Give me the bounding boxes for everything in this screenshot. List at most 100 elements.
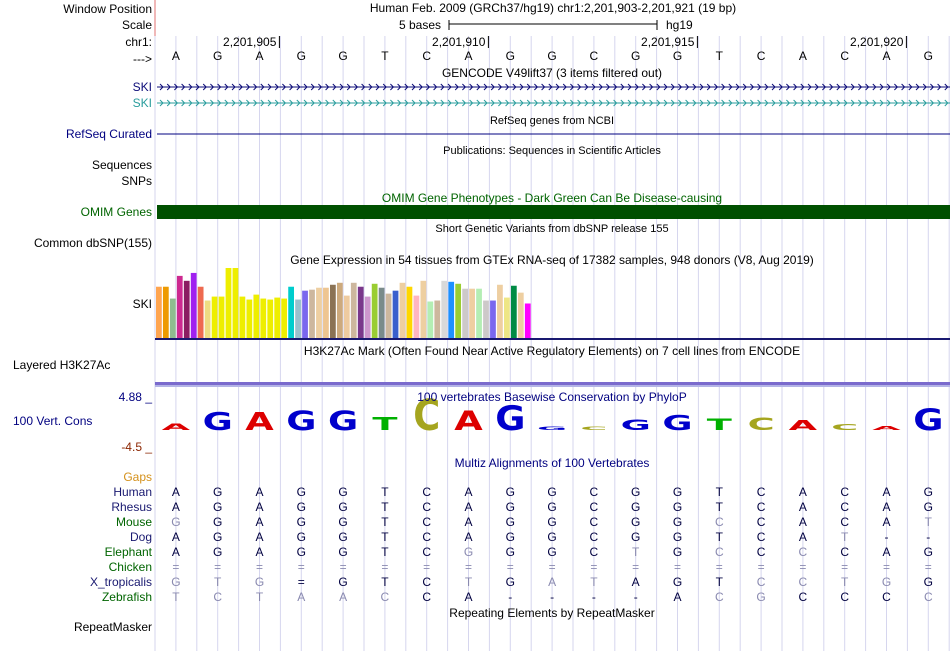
gtex-tissue-bar[interactable] xyxy=(392,290,399,338)
gtex-tissue-bar[interactable] xyxy=(323,287,329,338)
gtex-tissue-bar[interactable] xyxy=(190,272,197,338)
omim-genes-label[interactable]: OMIM Genes xyxy=(80,205,152,219)
gtex-tissue-bar[interactable] xyxy=(336,282,343,338)
gencode-ski-label-1[interactable]: SKI xyxy=(132,80,152,94)
strand-chevron xyxy=(562,83,567,91)
alignment-base: T xyxy=(632,545,640,559)
gtex-tissue-bar[interactable] xyxy=(267,299,274,338)
gtex-tissue-bar[interactable] xyxy=(462,288,468,338)
gtex-tissue-bar[interactable] xyxy=(169,298,176,338)
gtex-tissue-bar[interactable] xyxy=(385,293,392,338)
gtex-tissue-bar[interactable] xyxy=(197,286,204,338)
gtex-tissue-bar[interactable] xyxy=(260,298,267,338)
publications-snps-label[interactable]: SNPs xyxy=(121,174,152,188)
strand-chevron xyxy=(541,99,546,107)
gtex-tissue-bar[interactable] xyxy=(316,287,322,338)
gtex-tissue-bar[interactable] xyxy=(156,286,162,338)
gtex-tissue-bar[interactable] xyxy=(162,286,169,338)
gtex-tissue-bar[interactable] xyxy=(274,297,281,338)
gtex-tissue-bar[interactable] xyxy=(455,283,462,338)
phylop-track-label[interactable]: 100 Vert. Cons xyxy=(13,414,93,428)
gtex-tissue-bar[interactable] xyxy=(232,268,239,338)
h3k27ac-signal[interactable] xyxy=(155,382,950,385)
strand-chevron xyxy=(822,83,827,91)
gtex-tissue-bar[interactable] xyxy=(343,295,350,338)
strand-chevron xyxy=(382,83,387,91)
gtex-tissue-bar[interactable] xyxy=(357,286,364,338)
strand-chevron xyxy=(253,99,258,107)
gtex-tissue-bar[interactable] xyxy=(490,300,496,338)
gtex-tissue-bar[interactable] xyxy=(239,296,246,338)
gtex-tissue-bar[interactable] xyxy=(364,296,371,338)
gtex-tissue-bar[interactable] xyxy=(524,303,531,338)
gtex-tissue-bar[interactable] xyxy=(441,280,448,338)
strand-chevron xyxy=(858,83,863,91)
gtex-tissue-bar[interactable] xyxy=(413,295,420,338)
species-label[interactable]: Rhesus xyxy=(111,500,152,514)
gtex-tissue-bar[interactable] xyxy=(211,296,218,338)
repeatmasker-label[interactable]: RepeatMasker xyxy=(73,620,152,634)
gtex-tissue-bar[interactable] xyxy=(476,288,482,338)
gtex-tissue-bar[interactable] xyxy=(420,280,427,338)
gtex-tissue-bar[interactable] xyxy=(399,282,406,338)
gtex-tissue-bar[interactable] xyxy=(225,268,232,338)
gencode-ski-label-2[interactable]: SKI xyxy=(132,96,152,110)
species-label[interactable]: Zebrafish xyxy=(101,590,152,604)
alignment-base: T xyxy=(381,530,389,544)
publications-sequences-label[interactable]: Sequences xyxy=(91,158,152,172)
species-label[interactable]: Dog xyxy=(129,530,152,544)
gtex-tissue-bar[interactable] xyxy=(434,300,441,338)
strand-chevron xyxy=(627,83,632,91)
strand-chevron xyxy=(649,83,654,91)
strand-chevron xyxy=(217,83,222,91)
species-label[interactable]: X_tropicalis xyxy=(89,575,152,589)
h3k27ac-label[interactable]: Layered H3K27Ac xyxy=(13,358,111,372)
alignment-base: - xyxy=(591,590,596,604)
gtex-tissue-bar[interactable] xyxy=(371,283,378,338)
gtex-tissue-bar[interactable] xyxy=(427,301,434,338)
species-label[interactable]: Human xyxy=(113,485,152,499)
alignment-base: T xyxy=(381,500,389,514)
gtex-tissue-bar[interactable] xyxy=(497,284,503,338)
species-label[interactable]: Mouse xyxy=(115,515,152,529)
strand-arrow-label[interactable]: ---> xyxy=(133,52,152,66)
dbsnp-label[interactable]: Common dbSNP(155) xyxy=(33,236,152,250)
species-label[interactable]: Chicken xyxy=(108,560,152,574)
gtex-tissue-bar[interactable] xyxy=(469,288,475,338)
alignment-base: = xyxy=(715,560,723,574)
gtex-tissue-bar[interactable] xyxy=(510,285,517,338)
gtex-tissue-bar[interactable] xyxy=(183,280,190,338)
gtex-tissue-bar[interactable] xyxy=(302,290,308,338)
gtex-tissue-bar[interactable] xyxy=(350,282,357,338)
gtex-tissue-bar[interactable] xyxy=(378,287,385,338)
gtex-tissue-bar[interactable] xyxy=(483,300,489,338)
gtex-tissue-bar[interactable] xyxy=(295,299,301,338)
strand-chevron xyxy=(447,99,452,107)
strand-chevron xyxy=(476,99,481,107)
gtex-tissue-bar[interactable] xyxy=(330,284,336,338)
gtex-tissue-bar[interactable] xyxy=(218,296,225,338)
gtex-tissue-bar[interactable] xyxy=(281,298,288,338)
alignment-base: - xyxy=(633,590,638,604)
gtex-tissue-bar[interactable] xyxy=(448,281,455,338)
gtex-tissue-bar[interactable] xyxy=(517,292,524,338)
alignment-base: C xyxy=(840,545,850,559)
alignment-base: = xyxy=(841,560,849,574)
gtex-tissue-bar[interactable] xyxy=(246,299,253,338)
strand-chevron xyxy=(836,99,841,107)
gtex-ski-label[interactable]: SKI xyxy=(132,297,152,311)
refseq-track-label[interactable]: RefSeq Curated xyxy=(65,127,152,141)
alignment-base: G xyxy=(213,530,223,544)
gtex-tissue-bar[interactable] xyxy=(176,275,183,338)
gtex-tissue-bar[interactable] xyxy=(309,289,315,338)
species-label[interactable]: Elephant xyxy=(104,545,152,559)
alignment-base: = xyxy=(464,560,472,574)
gtex-tissue-bar[interactable] xyxy=(253,294,260,338)
gtex-tissue-bar[interactable] xyxy=(204,300,211,338)
gtex-tissue-bar[interactable] xyxy=(288,286,294,338)
gtex-tissue-bar[interactable] xyxy=(406,286,413,338)
gencode-title: GENCODE V49lift37 (3 items filtered out) xyxy=(441,66,663,80)
gtex-tissue-bar[interactable] xyxy=(504,297,510,338)
omim-gene-bar[interactable] xyxy=(157,205,950,219)
